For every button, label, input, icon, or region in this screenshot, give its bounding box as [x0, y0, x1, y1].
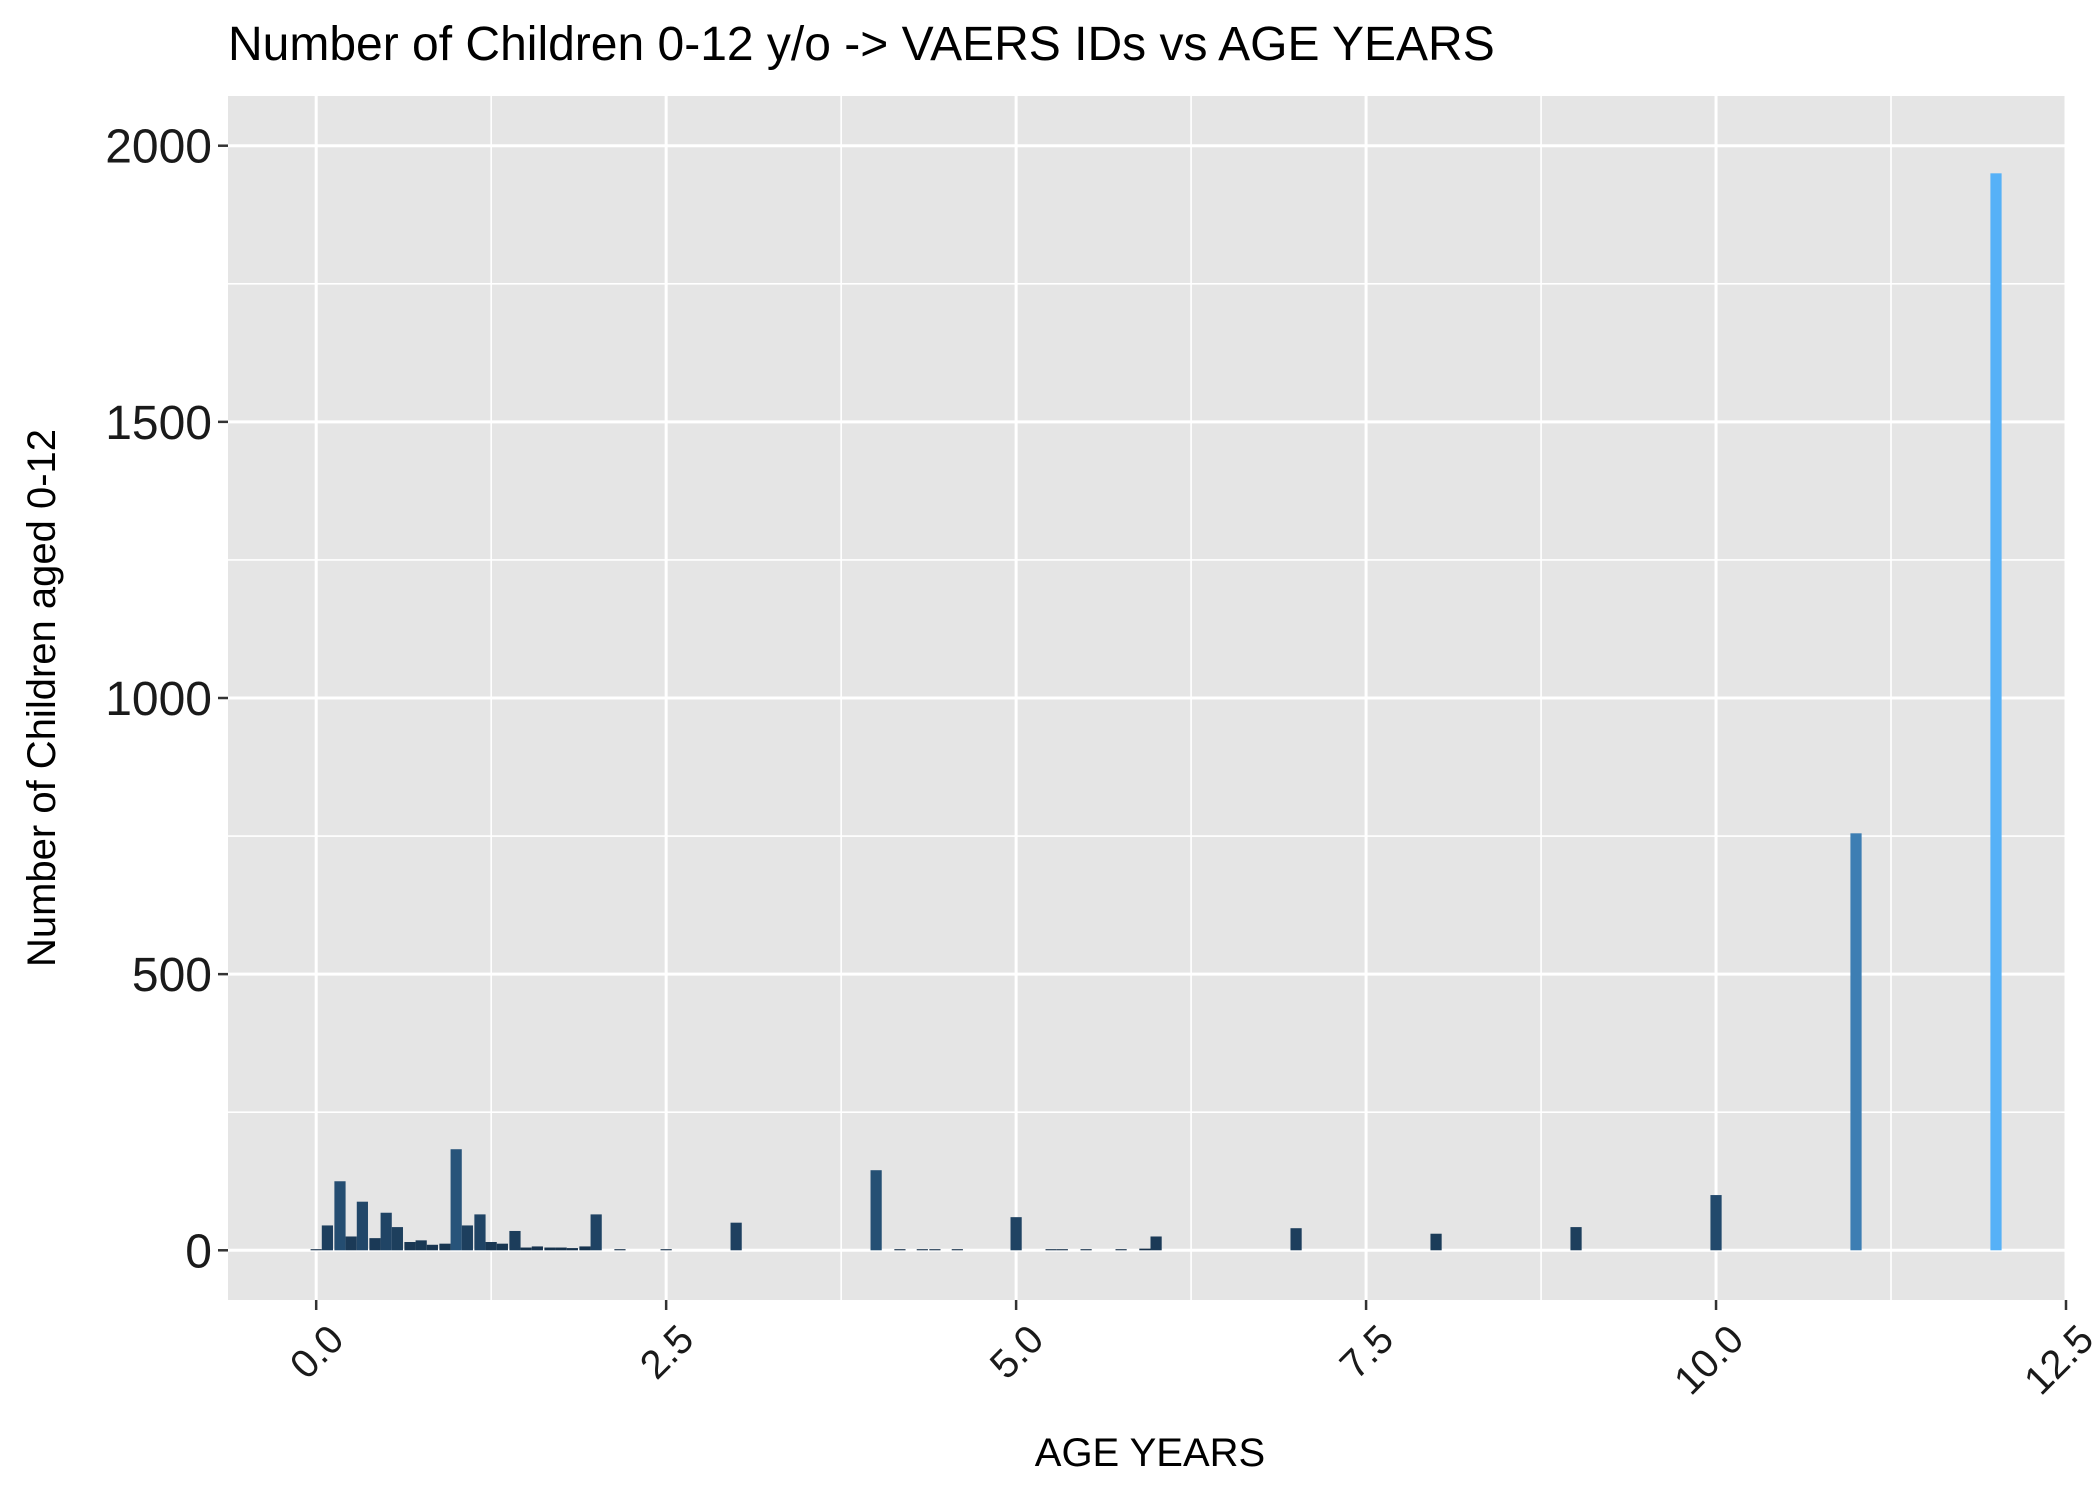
bar: [415, 1240, 427, 1251]
bar: [520, 1247, 532, 1251]
bar: [1045, 1249, 1057, 1251]
bar: [461, 1225, 473, 1251]
bar: [450, 1149, 462, 1251]
x-tick-label: 7.5: [1332, 1317, 1402, 1387]
x-tick-label: 12.5: [2016, 1317, 2099, 1403]
bar: [321, 1225, 333, 1251]
bar: [310, 1249, 322, 1251]
minor-gridlines: [228, 96, 2066, 1300]
chart-title: Number of Children 0-12 y/o -> VAERS IDs…: [228, 18, 1495, 71]
bar: [345, 1236, 357, 1251]
bar: [1056, 1249, 1068, 1251]
bar: [566, 1248, 578, 1251]
y-axis-title: Number of Children aged 0-12: [20, 429, 64, 967]
bar: [544, 1247, 556, 1251]
bar: [951, 1249, 963, 1251]
bar: [426, 1244, 438, 1251]
bar: [730, 1222, 742, 1251]
y-tick-label: 0: [185, 1225, 212, 1278]
x-tick-label: 0.0: [282, 1317, 352, 1387]
y-tick-label: 1000: [105, 673, 212, 726]
bar: [404, 1242, 416, 1251]
bar: [380, 1212, 392, 1251]
bar: [531, 1246, 543, 1251]
bar: [590, 1214, 602, 1251]
bar: [894, 1249, 906, 1251]
x-tick-label: 10.0: [1666, 1317, 1752, 1403]
y-axis: 0 500 1000 1500 2000: [105, 121, 228, 1278]
y-tick-label: 500: [132, 949, 212, 1002]
bar: [870, 1170, 882, 1251]
bar: [1080, 1249, 1092, 1251]
bar: [1850, 833, 1862, 1251]
bar: [509, 1230, 521, 1251]
bar: [369, 1238, 381, 1251]
bar: [1710, 1195, 1722, 1251]
bar: [356, 1201, 368, 1251]
x-axis-title: AGE YEARS: [1035, 1431, 1265, 1475]
bar: [555, 1247, 567, 1251]
bar: [474, 1214, 486, 1251]
y-tick-label: 1500: [105, 397, 212, 450]
bar: [1139, 1248, 1151, 1251]
bar: [496, 1243, 508, 1251]
bar: [334, 1181, 346, 1251]
bar: [1150, 1236, 1162, 1251]
bar: [916, 1249, 928, 1251]
bar: [1990, 173, 2002, 1251]
x-axis: 0.0 2.5 5.0 7.5 10.0 12.5: [282, 1300, 2099, 1403]
bar: [579, 1246, 591, 1251]
bar: [660, 1249, 672, 1251]
bar: [1570, 1227, 1582, 1251]
x-tick-label: 2.5: [632, 1317, 702, 1387]
bars-group: [310, 173, 2002, 1251]
bar: [439, 1243, 451, 1251]
bar: [929, 1249, 941, 1251]
bar: [1010, 1217, 1022, 1251]
bar: [1290, 1228, 1302, 1251]
bar: [1115, 1249, 1127, 1251]
x-tick-label: 5.0: [982, 1317, 1052, 1387]
bar: [614, 1249, 626, 1251]
y-tick-label: 2000: [105, 121, 212, 174]
bar: [391, 1227, 403, 1251]
bar: [485, 1242, 497, 1251]
bar: [1430, 1233, 1442, 1251]
